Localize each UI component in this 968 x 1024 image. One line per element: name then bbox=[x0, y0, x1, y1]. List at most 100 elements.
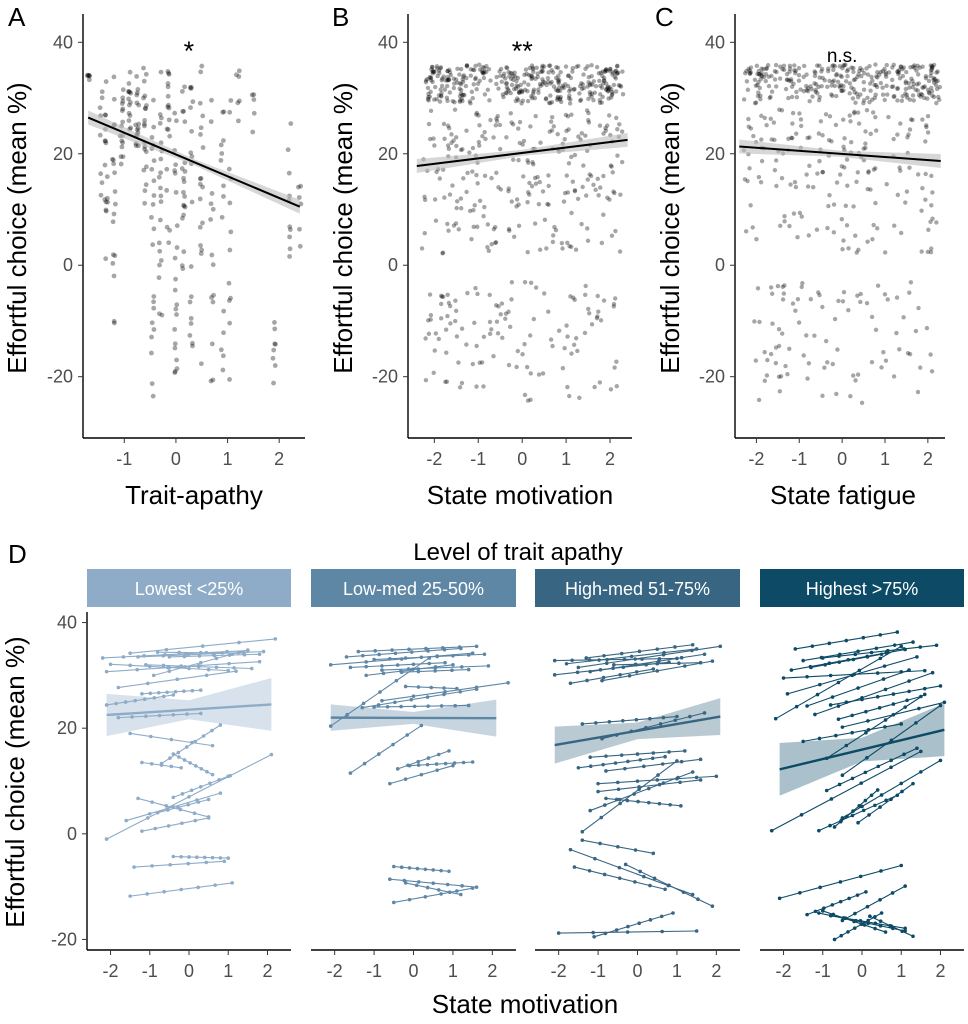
data-point bbox=[446, 125, 452, 131]
data-point bbox=[593, 187, 598, 193]
data-point bbox=[791, 211, 797, 216]
participant-point bbox=[198, 660, 203, 665]
data-point bbox=[143, 164, 149, 170]
participant-line bbox=[789, 647, 907, 672]
data-point bbox=[767, 95, 772, 101]
participant-segment bbox=[842, 885, 906, 921]
data-point bbox=[570, 69, 575, 74]
participant-point bbox=[135, 667, 140, 672]
participant-point bbox=[159, 761, 164, 766]
participant-point bbox=[140, 692, 144, 696]
participant-point bbox=[673, 718, 678, 723]
data-point bbox=[913, 328, 919, 334]
x-tick-label: 0 bbox=[171, 449, 181, 469]
data-point bbox=[870, 237, 875, 242]
participant-point bbox=[395, 663, 400, 667]
participant-point bbox=[470, 760, 475, 764]
data-point bbox=[745, 178, 750, 184]
participant-point bbox=[249, 666, 254, 671]
participant-point bbox=[169, 737, 174, 742]
data-point bbox=[567, 393, 572, 399]
data-point bbox=[748, 126, 754, 131]
participant-point bbox=[419, 772, 424, 777]
data-point bbox=[785, 371, 790, 377]
participant-point bbox=[881, 677, 886, 681]
data-point bbox=[817, 75, 822, 80]
participant-point bbox=[585, 678, 589, 683]
data-point bbox=[536, 202, 542, 207]
data-point bbox=[112, 170, 117, 176]
participant-point bbox=[552, 658, 557, 663]
data-point bbox=[759, 72, 764, 78]
participant-point bbox=[840, 725, 845, 729]
data-point bbox=[567, 243, 572, 249]
participant-point bbox=[178, 807, 183, 812]
participant-point bbox=[861, 808, 866, 813]
participant-point bbox=[128, 731, 132, 736]
participant-point bbox=[612, 663, 616, 667]
participant-line bbox=[769, 749, 923, 833]
data-point bbox=[920, 117, 925, 122]
data-point bbox=[453, 318, 458, 324]
data-point bbox=[111, 273, 117, 279]
participant-point bbox=[820, 656, 825, 660]
participant-point bbox=[161, 694, 166, 699]
data-point bbox=[837, 172, 843, 177]
participant-point bbox=[694, 775, 699, 780]
data-point bbox=[554, 64, 559, 70]
participant-point bbox=[576, 765, 581, 770]
data-point bbox=[613, 68, 618, 74]
data-point bbox=[142, 105, 148, 111]
participant-point bbox=[218, 723, 223, 727]
data-point bbox=[851, 69, 856, 75]
data-point bbox=[536, 372, 542, 377]
data-point bbox=[528, 371, 533, 376]
data-point bbox=[454, 334, 460, 339]
data-point bbox=[482, 92, 488, 97]
participant-point bbox=[116, 685, 121, 690]
data-point bbox=[272, 320, 277, 325]
participant-point bbox=[655, 669, 660, 673]
participant-point bbox=[440, 646, 445, 650]
participant-point bbox=[658, 722, 663, 726]
data-point bbox=[445, 98, 450, 104]
participant-point bbox=[552, 673, 557, 677]
participant-point bbox=[452, 761, 457, 765]
data-point bbox=[592, 90, 598, 95]
data-point bbox=[817, 63, 822, 68]
data-point bbox=[849, 85, 854, 90]
data-point bbox=[892, 223, 897, 228]
data-point bbox=[429, 67, 434, 72]
data-point bbox=[847, 81, 853, 86]
data-point bbox=[908, 65, 913, 70]
data-point bbox=[882, 250, 888, 255]
data-point bbox=[931, 94, 937, 100]
data-point bbox=[86, 77, 92, 83]
data-point bbox=[119, 138, 125, 144]
data-point bbox=[839, 88, 845, 94]
data-point bbox=[524, 364, 530, 370]
data-point bbox=[604, 123, 610, 128]
participant-point bbox=[416, 669, 421, 674]
data-point bbox=[198, 132, 203, 137]
data-point bbox=[861, 146, 866, 151]
participant-segment bbox=[826, 693, 926, 759]
data-point bbox=[211, 292, 216, 298]
participant-segment bbox=[137, 797, 209, 818]
data-point bbox=[895, 192, 901, 198]
data-point bbox=[609, 87, 614, 92]
data-point bbox=[197, 100, 203, 106]
data-point bbox=[506, 69, 511, 75]
data-point bbox=[598, 318, 604, 323]
participant-point bbox=[879, 869, 883, 873]
data-point bbox=[485, 222, 491, 227]
data-point bbox=[172, 370, 178, 375]
participant-point bbox=[388, 781, 392, 786]
data-point bbox=[855, 74, 860, 80]
data-point bbox=[174, 312, 179, 317]
participant-point bbox=[867, 813, 871, 817]
data-point bbox=[816, 131, 822, 136]
data-point bbox=[296, 184, 301, 190]
participant-point bbox=[882, 664, 887, 668]
data-point bbox=[918, 94, 923, 99]
